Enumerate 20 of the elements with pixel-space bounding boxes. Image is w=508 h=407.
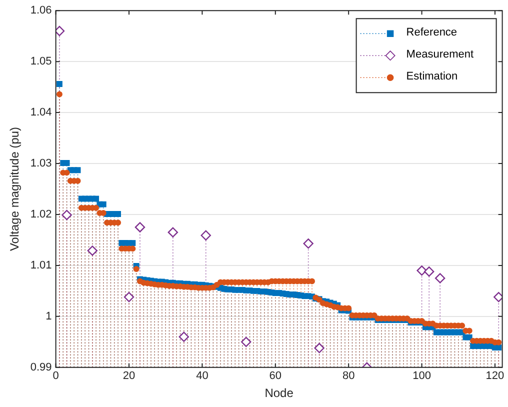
x-tick-label: 40	[196, 370, 208, 382]
x-tick-label: 80	[342, 370, 355, 382]
legend-label: Measurement	[406, 48, 474, 61]
x-tick-label: 120	[486, 370, 504, 382]
y-tick-label: 0.99	[30, 361, 52, 374]
y-tick-label: 1.01	[30, 259, 52, 272]
y-tick-label: 1.03	[30, 158, 52, 170]
y-tick-label: 1.04	[30, 106, 52, 119]
legend-label: Estimation	[406, 70, 458, 83]
x-tick-label: 20	[122, 370, 136, 382]
x-axis-title: Node	[264, 386, 294, 400]
x-tick-label: 60	[269, 370, 282, 382]
y-tick-label: 1.06	[30, 4, 52, 17]
x-tick-label: 100	[412, 370, 431, 382]
y-tick-label: 1.02	[30, 208, 52, 221]
y-tick-label: 1.05	[30, 56, 52, 68]
y-tick-label: 1	[46, 310, 52, 322]
x-tick-label: 0	[52, 370, 59, 382]
y-axis-title: Voltage magnitude (pu)	[8, 126, 22, 252]
legend-label: Reference	[406, 26, 458, 39]
